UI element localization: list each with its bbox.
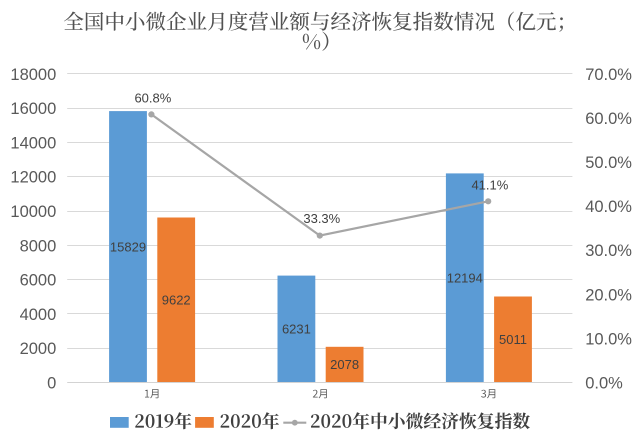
svg-text:33.3%: 33.3% bbox=[303, 211, 340, 226]
svg-text:70.0%: 70.0% bbox=[585, 66, 632, 84]
svg-text:60.8%: 60.8% bbox=[134, 90, 171, 105]
svg-text:2078: 2078 bbox=[330, 357, 359, 372]
svg-text:20.0%: 20.0% bbox=[585, 286, 632, 304]
svg-text:41.1%: 41.1% bbox=[471, 178, 508, 193]
svg-text:12194: 12194 bbox=[447, 270, 483, 285]
svg-text:0.0%: 0.0% bbox=[585, 374, 623, 392]
svg-text:5011: 5011 bbox=[499, 332, 527, 347]
svg-text:4000: 4000 bbox=[20, 306, 57, 324]
svg-text:10.0%: 10.0% bbox=[585, 330, 632, 348]
svg-text:60.0%: 60.0% bbox=[585, 110, 632, 128]
svg-text:14000: 14000 bbox=[10, 135, 56, 153]
svg-text:10000: 10000 bbox=[10, 203, 56, 221]
svg-text:18000: 18000 bbox=[10, 66, 56, 84]
svg-text:50.0%: 50.0% bbox=[585, 154, 632, 172]
svg-text:2000: 2000 bbox=[20, 340, 57, 358]
svg-text:15829: 15829 bbox=[110, 239, 146, 254]
svg-text:6231: 6231 bbox=[282, 322, 311, 337]
svg-text:0: 0 bbox=[47, 374, 56, 392]
svg-text:8000: 8000 bbox=[20, 237, 57, 255]
svg-text:40.0%: 40.0% bbox=[585, 198, 632, 216]
svg-text:12000: 12000 bbox=[10, 169, 56, 187]
svg-text:6000: 6000 bbox=[20, 272, 57, 290]
svg-text:9622: 9622 bbox=[162, 292, 191, 307]
svg-text:16000: 16000 bbox=[10, 100, 56, 118]
svg-text:30.0%: 30.0% bbox=[585, 242, 632, 260]
